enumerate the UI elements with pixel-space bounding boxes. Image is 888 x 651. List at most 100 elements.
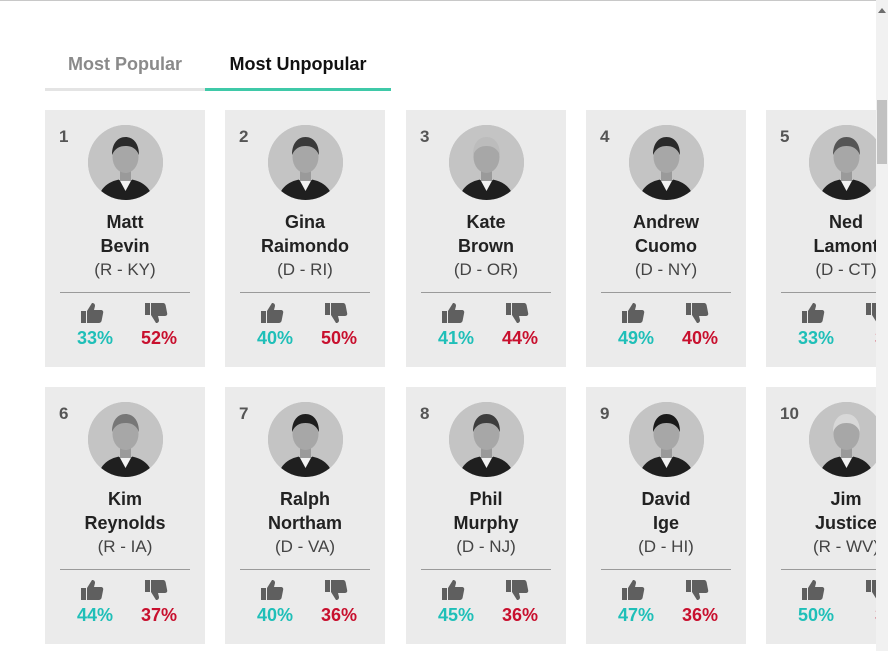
governor-first-name: Ralph bbox=[279, 489, 330, 509]
tab-most-unpopular[interactable]: Most Unpopular bbox=[205, 44, 391, 91]
governor-photo bbox=[629, 402, 704, 477]
party-state: (R - IA) bbox=[97, 537, 153, 556]
approve-percent: 40% bbox=[256, 605, 294, 625]
governor-card[interactable]: 6 Kim Reynolds (R - IA) 44% 37% bbox=[45, 387, 205, 644]
party-state: (D - RI) bbox=[277, 260, 333, 279]
thumbs-down-icon bbox=[505, 579, 529, 601]
governor-last-name: Lamont bbox=[813, 236, 877, 256]
approve-percent: 44% bbox=[76, 605, 114, 625]
approve-percent: 40% bbox=[256, 328, 294, 348]
divider bbox=[60, 292, 190, 293]
governor-first-name: Kim bbox=[107, 489, 142, 509]
scrollbar[interactable] bbox=[876, 0, 888, 651]
divider bbox=[781, 292, 876, 293]
approve-percent: 47% bbox=[617, 605, 655, 625]
approve-percent: 41% bbox=[437, 328, 475, 348]
party-state: (D - VA) bbox=[274, 537, 336, 556]
thumbs-up-icon bbox=[801, 302, 825, 324]
divider bbox=[781, 569, 876, 570]
governor-card[interactable]: 5 Ned Lamont (D - CT) 33% 3 bbox=[766, 110, 876, 367]
governor-card[interactable]: 3 Kate Brown (D - OR) 41% 44% bbox=[406, 110, 566, 367]
party-state: (R - KY) bbox=[94, 260, 156, 279]
rank-number: 5 bbox=[780, 127, 790, 146]
divider bbox=[240, 292, 370, 293]
governor-first-name: David bbox=[641, 489, 691, 509]
party-state: (D - CT) bbox=[815, 260, 876, 279]
disapprove-percent: 3 bbox=[848, 605, 876, 626]
top-border bbox=[0, 0, 888, 4]
governor-photo bbox=[809, 402, 876, 477]
disapprove-percent: 36% bbox=[681, 605, 719, 625]
divider bbox=[421, 569, 551, 570]
governor-last-name: Cuomo bbox=[635, 236, 697, 256]
governor-name: Jim Justice bbox=[766, 487, 876, 535]
thumbs-down-icon bbox=[324, 302, 348, 324]
party-state: (D - HI) bbox=[638, 537, 694, 556]
rank-number: 9 bbox=[600, 404, 610, 423]
thumbs-down-icon bbox=[685, 579, 709, 601]
governor-last-name: Raimondo bbox=[261, 236, 349, 256]
governor-card[interactable]: 1 Matt Bevin (R - KY) 33% 52% bbox=[45, 110, 205, 367]
disapprove-percent: 40% bbox=[681, 328, 719, 348]
governor-name: Kim Reynolds bbox=[45, 487, 205, 535]
governor-first-name: Jim bbox=[830, 489, 862, 509]
governor-name: Ned Lamont bbox=[766, 210, 877, 258]
scroll-up-arrow-icon[interactable] bbox=[878, 8, 886, 13]
divider bbox=[601, 569, 731, 570]
governor-name: Ralph Northam bbox=[225, 487, 385, 535]
thumbs-up-icon bbox=[801, 579, 825, 601]
disapprove-percent: 52% bbox=[140, 328, 178, 348]
governor-last-name: Northam bbox=[267, 513, 342, 533]
rank-number: 1 bbox=[59, 127, 69, 146]
governor-last-name: Justice bbox=[814, 513, 876, 533]
governor-card[interactable]: 2 Gina Raimondo (D - RI) 40% 50% bbox=[225, 110, 385, 367]
disapprove-percent: 36% bbox=[501, 605, 539, 625]
thumbs-down-icon bbox=[865, 302, 876, 324]
thumbs-up-icon bbox=[80, 579, 104, 601]
governor-photo bbox=[268, 125, 343, 200]
governor-photo bbox=[88, 402, 163, 477]
governor-name: Andrew Cuomo bbox=[586, 210, 746, 258]
governor-list: 1 Matt Bevin (R - KY) 33% 52% 2 Gina Raimondo (D … bbox=[0, 110, 876, 651]
governor-photo bbox=[268, 402, 343, 477]
scrollbar-thumb[interactable] bbox=[877, 100, 887, 164]
thumbs-up-icon bbox=[621, 579, 645, 601]
governor-first-name: Gina bbox=[284, 212, 325, 232]
governor-photo bbox=[629, 125, 704, 200]
thumbs-up-icon bbox=[80, 302, 104, 324]
thumbs-down-icon bbox=[505, 302, 529, 324]
governor-last-name: Bevin bbox=[100, 236, 150, 256]
governor-card[interactable]: 8 Phil Murphy (D - NJ) 45% 36% bbox=[406, 387, 566, 644]
governor-photo bbox=[449, 125, 524, 200]
governor-last-name: Brown bbox=[458, 236, 514, 256]
thumbs-up-icon bbox=[260, 302, 284, 324]
tab-bar: Most Popular Most Unpopular bbox=[45, 44, 391, 91]
governor-photo bbox=[88, 125, 163, 200]
approve-percent: 33% bbox=[76, 328, 114, 348]
disapprove-percent: 50% bbox=[320, 328, 358, 348]
governor-last-name: Murphy bbox=[453, 513, 519, 533]
thumbs-up-icon bbox=[441, 579, 465, 601]
thumbs-down-icon bbox=[144, 579, 168, 601]
thumbs-down-icon bbox=[685, 302, 709, 324]
rank-number: 2 bbox=[239, 127, 249, 146]
governor-card[interactable]: 4 Andrew Cuomo (D - NY) 49% 40% bbox=[586, 110, 746, 367]
governor-first-name: Ned bbox=[828, 212, 863, 232]
disapprove-percent: 36% bbox=[320, 605, 358, 625]
governor-last-name: Reynolds bbox=[84, 513, 166, 533]
governor-card[interactable]: 7 Ralph Northam (D - VA) 40% 36% bbox=[225, 387, 385, 644]
disapprove-percent: 3 bbox=[848, 328, 876, 349]
rank-number: 3 bbox=[420, 127, 430, 146]
governor-card[interactable]: 9 David Ige (D - HI) 47% 36% bbox=[586, 387, 746, 644]
governor-first-name: Kate bbox=[466, 212, 506, 232]
rank-number: 7 bbox=[239, 404, 249, 423]
party-state: (R - WV) bbox=[812, 537, 876, 556]
governor-name: Gina Raimondo bbox=[225, 210, 385, 258]
governor-name: Kate Brown bbox=[406, 210, 566, 258]
tab-most-popular[interactable]: Most Popular bbox=[45, 44, 205, 91]
governor-photo bbox=[449, 402, 524, 477]
governor-name: Matt Bevin bbox=[45, 210, 205, 258]
thumbs-up-icon bbox=[441, 302, 465, 324]
governor-card[interactable]: 10 Jim Justice (R - WV) 50% 3 bbox=[766, 387, 876, 644]
party-state: (D - NY) bbox=[634, 260, 698, 279]
